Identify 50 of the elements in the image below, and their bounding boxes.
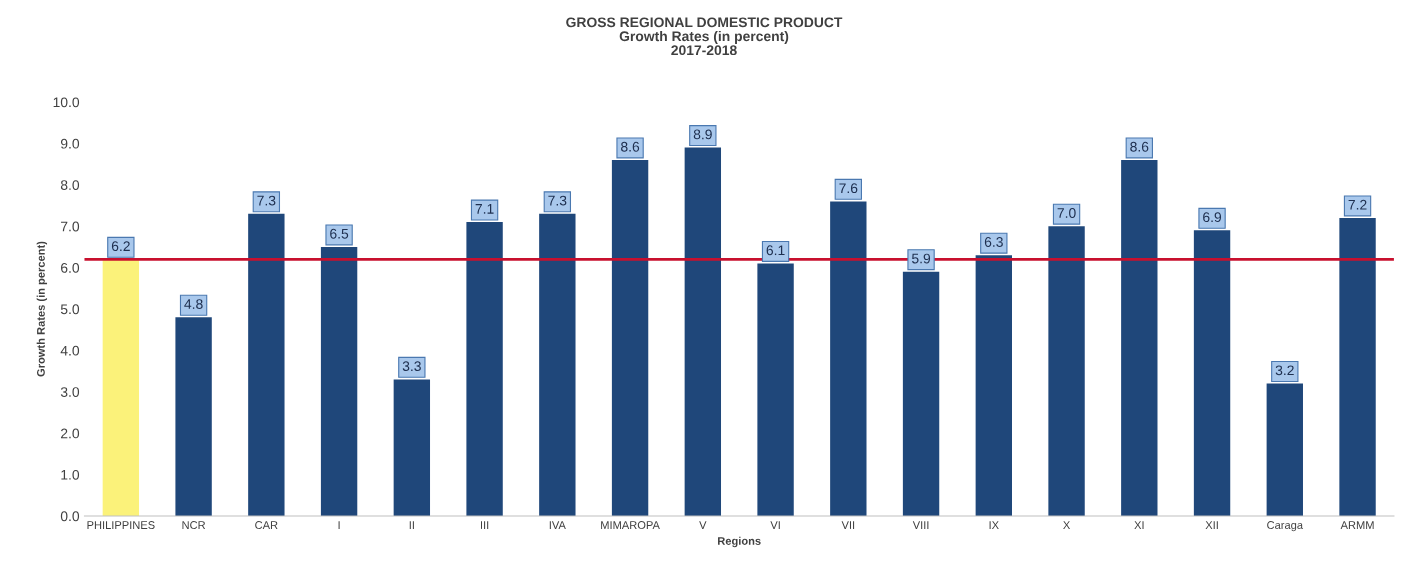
y-tick-label: 2.0 <box>61 428 80 439</box>
data-label: 5.9 <box>911 253 931 264</box>
data-label: 6.2 <box>111 241 130 252</box>
x-tick-label: CAR <box>255 521 278 529</box>
data-label: 3.3 <box>402 361 421 372</box>
data-label: 8.6 <box>621 141 640 152</box>
x-axis-title: Regions <box>718 536 761 548</box>
y-tick-label: 6.0 <box>61 262 80 273</box>
x-tick-label: IX <box>989 521 999 529</box>
data-label: 8.6 <box>1130 141 1149 152</box>
data-label: 7.3 <box>548 195 567 206</box>
data-label: 3.2 <box>1275 365 1294 376</box>
chart-title: GROSS REGIONAL DOMESTIC PRODUCT Growth Rates (in percent) 2017-2018 <box>566 17 843 56</box>
x-tick-label: IVA <box>549 521 566 529</box>
x-tick-label: II <box>409 521 414 529</box>
y-tick-label: 8.0 <box>60 180 80 191</box>
x-tick-label: XI <box>1134 521 1144 529</box>
y-tick-label: 4.0 <box>60 345 80 356</box>
x-tick-label: ARMM <box>1340 521 1374 529</box>
y-tick-label: 7.0 <box>61 221 80 232</box>
y-tick-label: 0.0 <box>60 511 80 522</box>
y-tick-label: 1.0 <box>61 469 80 480</box>
data-label: 6.9 <box>1203 212 1222 223</box>
data-label: 4.8 <box>184 299 203 309</box>
data-label: 8.9 <box>693 129 712 140</box>
x-tick-label: VI <box>770 521 780 529</box>
y-tick-label: 9.0 <box>60 138 80 149</box>
y-tick-label: 3.0 <box>60 387 80 397</box>
x-tick-label: XII <box>1205 521 1218 529</box>
x-tick-label: X <box>1063 521 1071 529</box>
data-label: 7.1 <box>475 204 494 214</box>
y-tick-label: 10.0 <box>53 97 80 108</box>
data-label: 7.3 <box>257 195 276 206</box>
data-label: 6.3 <box>984 237 1003 247</box>
x-tick-label: VIII <box>912 521 929 529</box>
x-tick-label: I <box>338 521 340 529</box>
x-tick-label: V <box>699 521 707 529</box>
data-label: 7.0 <box>1057 208 1076 218</box>
x-tick-label: PHILIPPINES <box>87 521 155 529</box>
y-axis-title: Growth Rates (in percent) <box>36 241 48 377</box>
x-tick-label: III <box>480 521 489 529</box>
data-label: 6.5 <box>330 228 349 239</box>
x-tick-label: MIMAROPA <box>601 521 660 529</box>
data-label: 7.2 <box>1348 199 1367 210</box>
data-label: 6.1 <box>766 245 785 256</box>
y-tick-label: 5.0 <box>60 304 80 315</box>
data-label: 7.6 <box>839 183 858 194</box>
x-tick-label: NCR <box>182 521 206 529</box>
x-tick-label: Caraga <box>1267 521 1304 532</box>
x-tick-label: VII <box>841 521 855 529</box>
